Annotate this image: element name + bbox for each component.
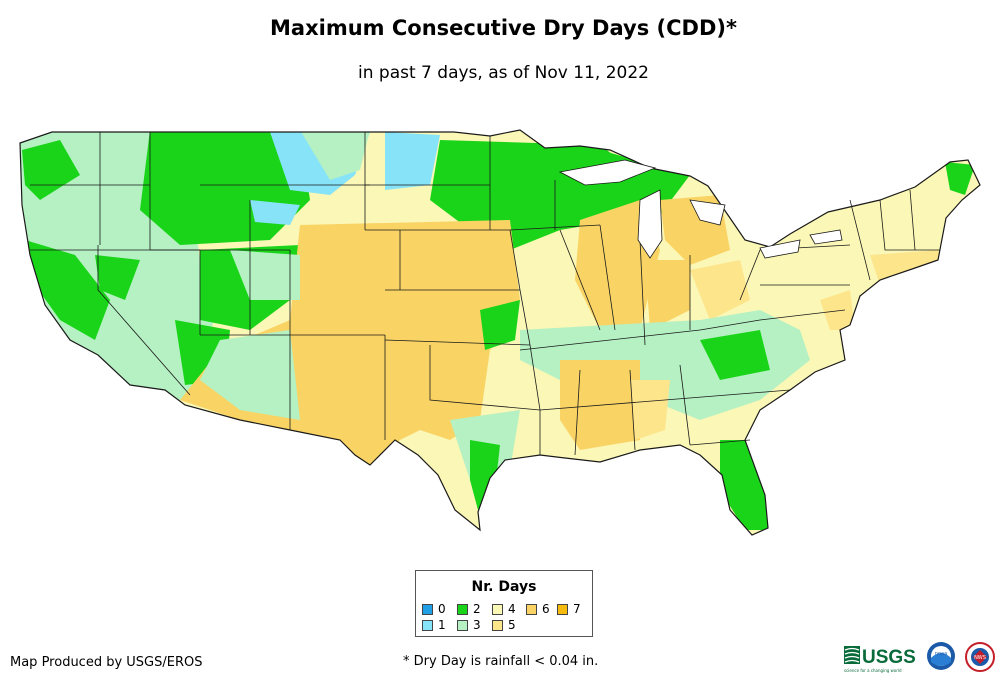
- legend-swatch-4: [492, 603, 503, 615]
- noaa-wordmark: noaa: [935, 651, 947, 657]
- legend-swatch-5: [492, 619, 503, 631]
- legend-item-5: 5: [492, 618, 516, 632]
- legend-swatch-7: [557, 603, 568, 615]
- legend-title: Nr. Days: [471, 579, 537, 595]
- nws-logo: NWS: [965, 642, 995, 672]
- legend-label-4: 4: [508, 602, 516, 616]
- noaa-logo: noaa: [927, 642, 955, 670]
- state-boundaries: [30, 132, 940, 456]
- usgs-tagline: science for a changing world: [844, 668, 902, 673]
- cdd-map: [19, 129, 981, 536]
- nws-wordmark: NWS: [974, 655, 986, 661]
- legend-label-2: 2: [473, 602, 481, 616]
- usgs-wordmark: USGS: [862, 647, 916, 668]
- map-subtitle: in past 7 days, as of Nov 11, 2022: [358, 63, 649, 83]
- legend-label-7: 7: [573, 602, 581, 616]
- legend-swatch-6: [526, 603, 537, 615]
- us-outline: [19, 129, 981, 536]
- legend-swatch-3: [457, 619, 468, 631]
- legend-label-0: 0: [438, 602, 446, 616]
- legend-item-7: 7: [557, 602, 581, 616]
- agency-logos: USGS science for a changing world noaa N…: [844, 642, 995, 673]
- legend-label-3: 3: [473, 618, 481, 632]
- usgs-logo: USGS science for a changing world: [844, 646, 916, 673]
- legend-item-6: 6: [526, 602, 550, 616]
- legend-label-1: 1: [438, 618, 446, 632]
- legend-swatch-1: [422, 619, 433, 631]
- map-credit: Map Produced by USGS/EROS: [10, 655, 203, 670]
- legend: Nr. Days 0 1 2 3 4 5 6 7: [415, 570, 593, 637]
- legend-swatch-2: [457, 603, 468, 615]
- legend-item-3: 3: [457, 618, 481, 632]
- great-lakes: [558, 159, 843, 259]
- map-title: Maximum Consecutive Dry Days (CDD)*: [270, 16, 737, 40]
- legend-label-5: 5: [508, 618, 516, 632]
- legend-swatch-0: [422, 603, 433, 615]
- legend-item-1: 1: [422, 618, 446, 632]
- legend-item-2: 2: [457, 602, 481, 616]
- legend-item-0: 0: [422, 602, 446, 616]
- dry-day-footnote: * Dry Day is rainfall < 0.04 in.: [403, 654, 599, 669]
- legend-label-6: 6: [542, 602, 550, 616]
- legend-item-4: 4: [492, 602, 516, 616]
- precip-raster: [20, 130, 980, 535]
